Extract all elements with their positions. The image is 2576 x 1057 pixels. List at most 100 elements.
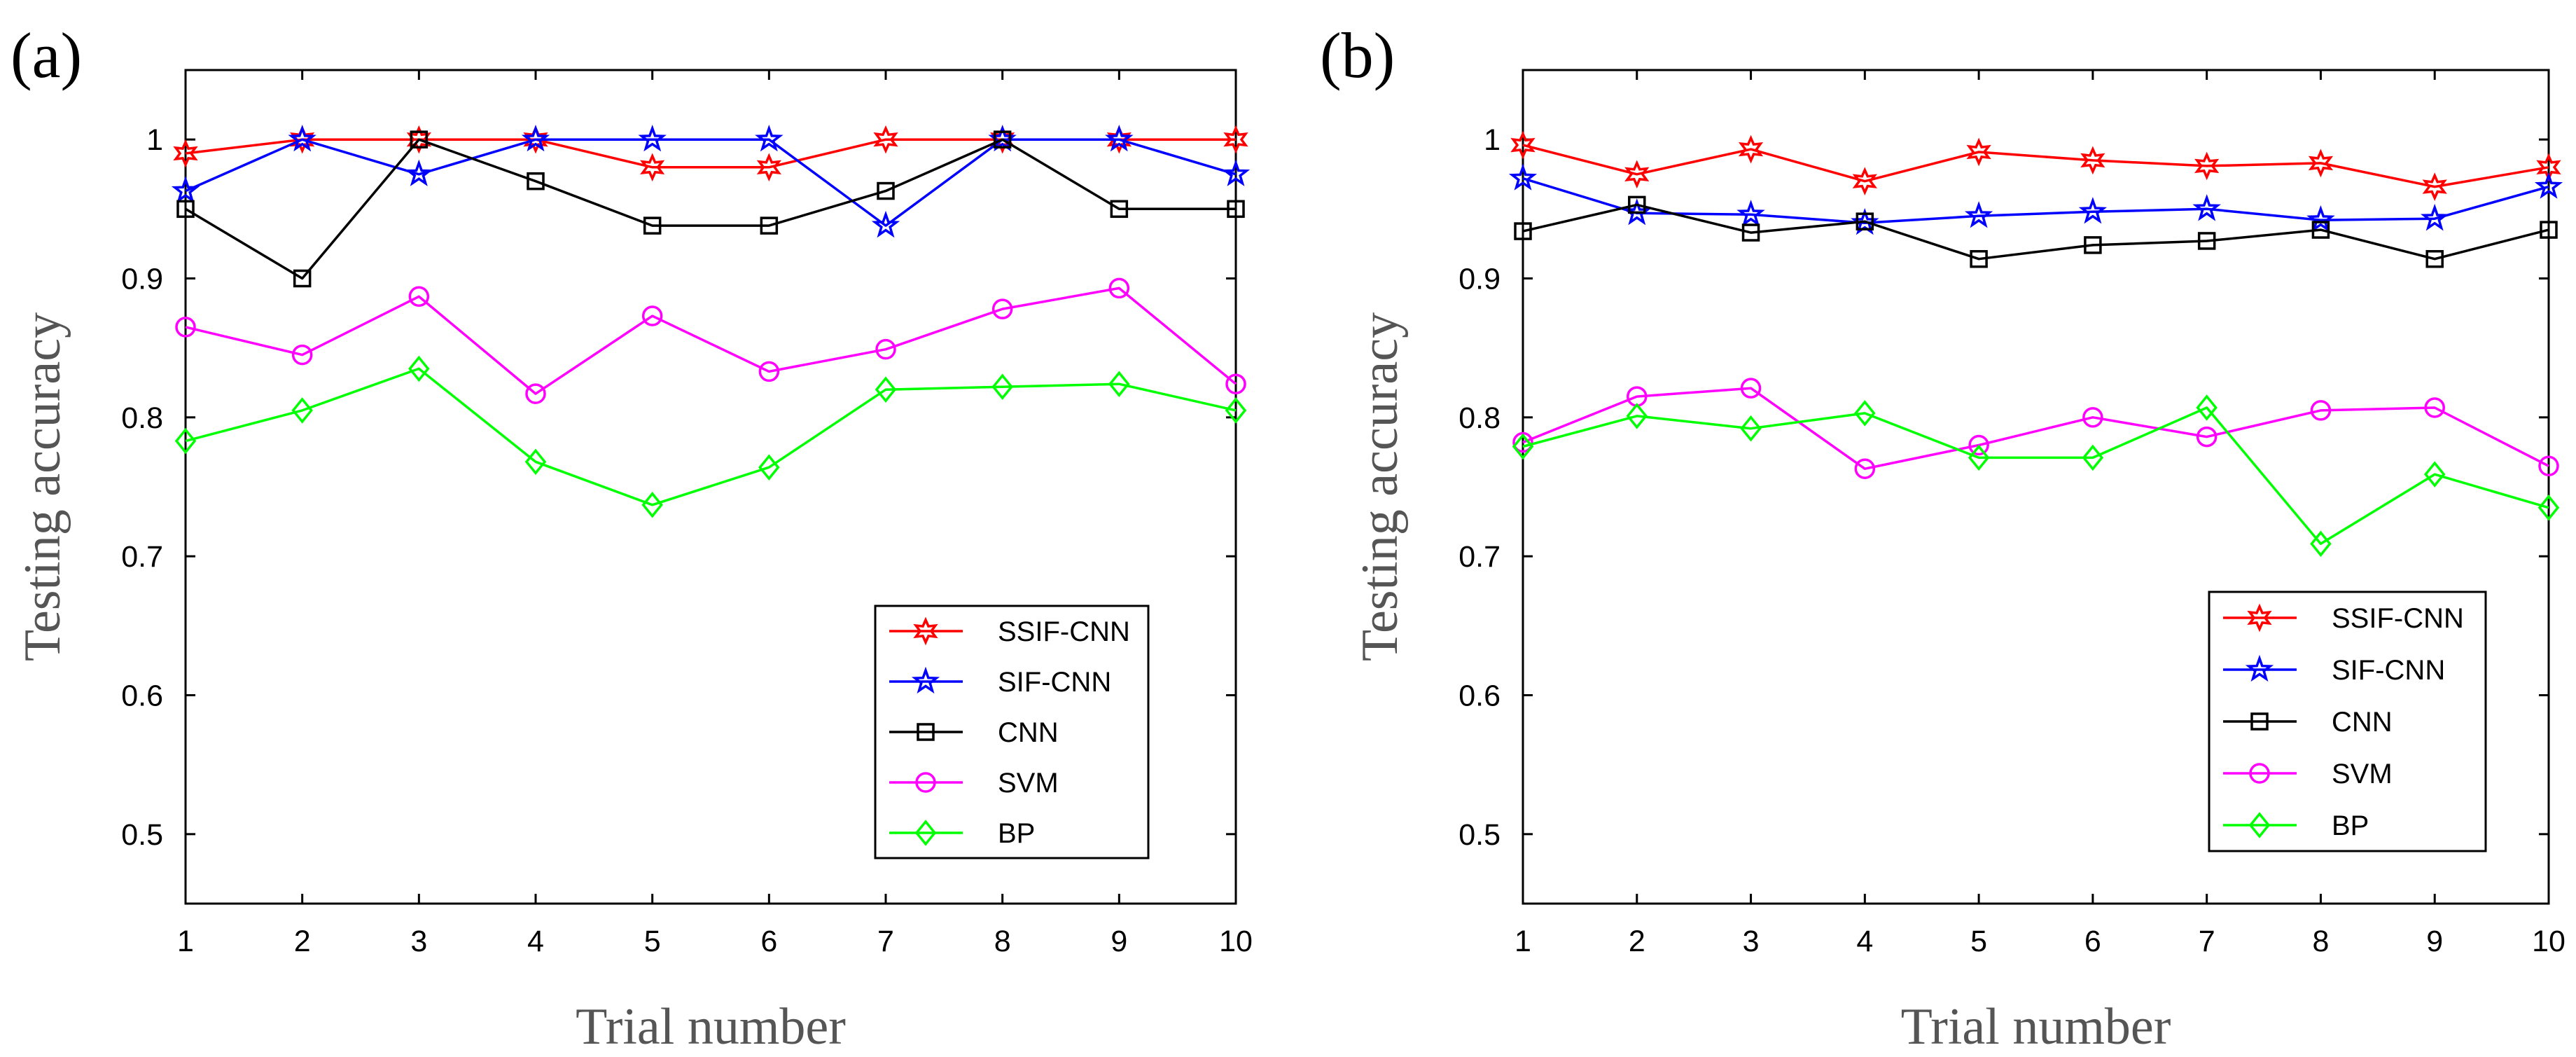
data-point bbox=[1968, 434, 1989, 456]
x-tick-label: 2 bbox=[1629, 925, 1645, 958]
data-point bbox=[1512, 433, 1534, 460]
data-point bbox=[1225, 373, 1246, 394]
data-point bbox=[1736, 200, 1765, 227]
y-axis-title: Testing accuracy bbox=[1351, 312, 1409, 661]
data-point bbox=[1964, 201, 1993, 228]
legend: SSIF-CNN SIF-CNN CNN SVM BP bbox=[874, 605, 1150, 859]
plot-area bbox=[184, 69, 1237, 905]
series-bp bbox=[1512, 394, 2560, 558]
data-point bbox=[1110, 200, 1129, 219]
x-tick-label: 3 bbox=[410, 925, 427, 958]
series-line bbox=[1522, 387, 2549, 470]
data-point bbox=[2197, 232, 2216, 250]
series-cnn bbox=[1514, 195, 2558, 268]
data-point bbox=[1968, 444, 1990, 471]
legend-label: CNN bbox=[2332, 707, 2393, 738]
y-tick-label: 1 bbox=[1484, 123, 1501, 157]
legend-marker bbox=[911, 666, 940, 694]
panel-label: (b) bbox=[1320, 20, 1395, 91]
data-point bbox=[1856, 212, 1874, 230]
data-point bbox=[175, 317, 196, 338]
data-point bbox=[638, 125, 667, 152]
y-tick-label: 0.5 bbox=[121, 818, 163, 852]
x-tick-label: 2 bbox=[294, 925, 311, 958]
data-point bbox=[2194, 151, 2220, 181]
data-point bbox=[524, 448, 547, 476]
y-tick-label: 0.8 bbox=[121, 401, 163, 435]
x-tick-label: 9 bbox=[2426, 925, 2443, 958]
panel-label: (a) bbox=[11, 20, 82, 91]
data-point bbox=[871, 210, 900, 238]
data-point bbox=[1225, 397, 1247, 424]
data-point bbox=[1854, 458, 1876, 479]
data-point bbox=[1624, 160, 1650, 189]
series-line bbox=[1522, 203, 2549, 261]
data-point bbox=[2192, 194, 2221, 221]
data-point bbox=[1740, 378, 1762, 399]
data-point bbox=[174, 427, 197, 455]
y-tick-label: 0.7 bbox=[1458, 540, 1501, 574]
data-point bbox=[2310, 530, 2332, 558]
x-tick-label: 7 bbox=[2199, 925, 2215, 958]
data-point bbox=[2421, 203, 2449, 231]
data-point bbox=[1508, 163, 1538, 191]
data-point bbox=[1852, 167, 1877, 196]
data-point bbox=[408, 286, 430, 308]
legend-label: SSIF-CNN bbox=[998, 616, 1130, 647]
data-point bbox=[2422, 172, 2447, 201]
legend-marker bbox=[915, 772, 936, 793]
y-tick-label: 0.9 bbox=[121, 263, 163, 296]
data-point bbox=[291, 344, 313, 366]
legend-label: SVM bbox=[998, 768, 1059, 799]
legend-label: SVM bbox=[2332, 759, 2393, 789]
data-point bbox=[1223, 125, 1248, 154]
data-point bbox=[2537, 494, 2560, 521]
data-point bbox=[758, 454, 780, 481]
series-line bbox=[1522, 406, 2549, 546]
data-point bbox=[2196, 394, 2218, 421]
x-tick-label: 8 bbox=[994, 925, 1011, 958]
y-tick-label: 1 bbox=[146, 123, 163, 157]
data-point bbox=[293, 269, 312, 288]
data-point bbox=[2310, 400, 2332, 421]
series-sif-cnn bbox=[1508, 163, 2563, 235]
y-tick-label: 0.6 bbox=[1458, 679, 1501, 713]
y-tick-label: 0.7 bbox=[121, 540, 163, 574]
data-point bbox=[406, 125, 431, 154]
legend-marker bbox=[914, 820, 937, 846]
legend-label: BP bbox=[2332, 810, 2369, 841]
data-point bbox=[1108, 277, 1130, 299]
data-point bbox=[2425, 249, 2444, 268]
y-tick-label: 0.8 bbox=[1458, 401, 1501, 435]
legend-marker bbox=[2245, 654, 2274, 682]
x-tick-label: 10 bbox=[1219, 925, 1253, 958]
data-point bbox=[1108, 371, 1130, 398]
data-point bbox=[990, 125, 1015, 154]
panel-a: 1 2 3 4 5 6 7 8 9 10 0.5 0.6 0.7 0.8 0.9 1 Trial number T… bbox=[11, 20, 1253, 1056]
x-tick-label: 8 bbox=[2312, 925, 2329, 958]
data-point bbox=[641, 305, 663, 326]
data-point bbox=[875, 338, 896, 360]
data-point bbox=[408, 355, 430, 382]
data-point bbox=[643, 216, 662, 235]
series-svm bbox=[1512, 378, 2559, 479]
data-point bbox=[410, 130, 429, 148]
data-point bbox=[1510, 130, 1536, 160]
data-point bbox=[2082, 407, 2103, 428]
data-point bbox=[2308, 148, 2334, 178]
data-point bbox=[290, 125, 315, 154]
data-point bbox=[525, 383, 546, 404]
data-point bbox=[2078, 197, 2108, 224]
data-point bbox=[640, 153, 665, 182]
data-point bbox=[2084, 236, 2102, 254]
x-tick-label: 5 bbox=[644, 925, 661, 958]
data-point bbox=[527, 172, 545, 191]
series-line bbox=[185, 138, 1236, 280]
data-point bbox=[1514, 222, 1532, 240]
x-axis-title: Trial number bbox=[1901, 998, 2171, 1056]
legend-label: SSIF-CNN bbox=[2332, 603, 2464, 634]
series-bp bbox=[174, 355, 1247, 518]
series-line bbox=[185, 367, 1237, 506]
series-svm bbox=[175, 277, 1246, 404]
data-point bbox=[2540, 221, 2558, 239]
